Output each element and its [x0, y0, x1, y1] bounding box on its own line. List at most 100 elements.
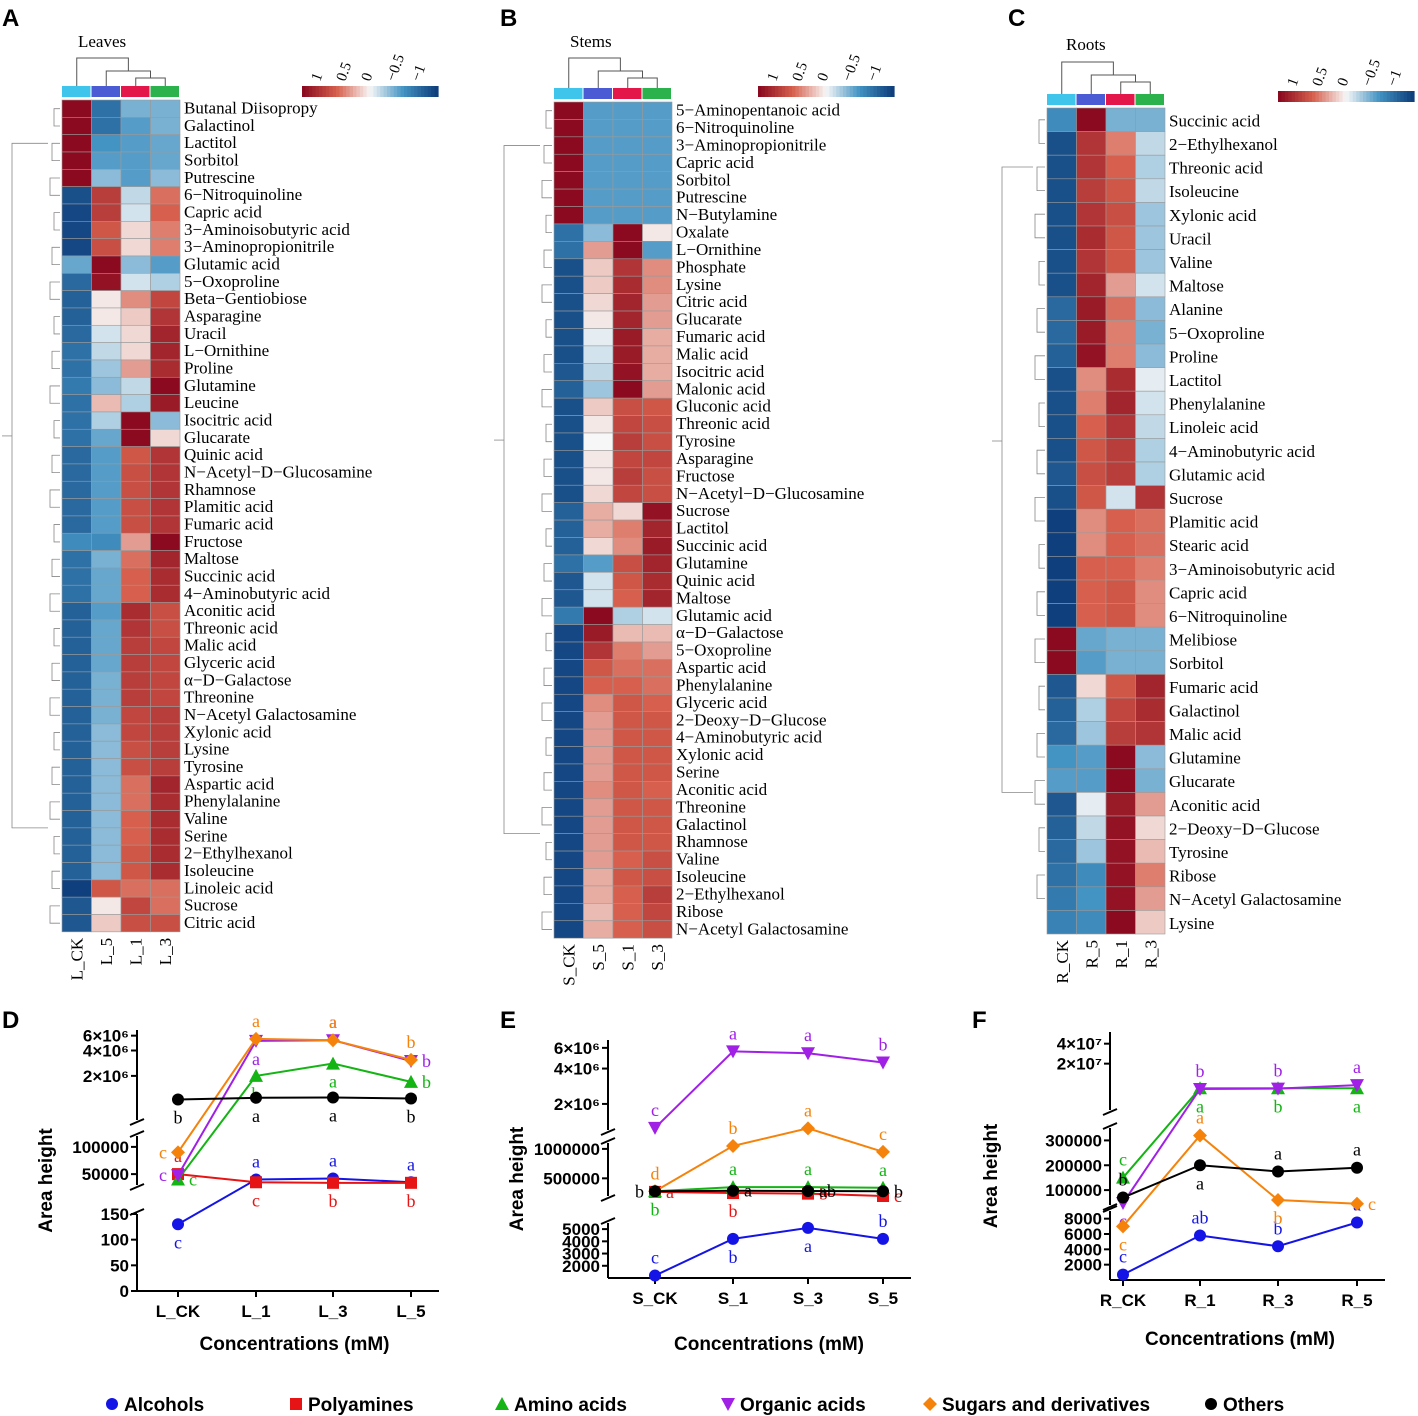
- y-tick-label: 500000: [543, 1169, 600, 1188]
- heatmap-cell: [1135, 272, 1166, 298]
- y-tick-label: 4000: [562, 1232, 600, 1251]
- heatmap-cell: [120, 446, 151, 465]
- significance-letter: c: [651, 1100, 659, 1120]
- heatmap-cell: [553, 763, 584, 782]
- dendrogram-branch: [543, 667, 552, 686]
- axes: [600, 1040, 911, 1284]
- heatmap-cell: [1135, 320, 1166, 345]
- heatmap-cell: [61, 186, 92, 205]
- heatmap-cell: [642, 693, 673, 713]
- heatmap-cell: [583, 519, 614, 538]
- row-label: Plamitic acid: [1169, 513, 1259, 532]
- dendrogram-branch: [49, 177, 60, 196]
- legend-item: Others: [1205, 1395, 1284, 1416]
- significance-letter: b: [635, 1181, 644, 1201]
- color-scale-step: [390, 86, 395, 97]
- heatmap-cell: [1135, 107, 1166, 132]
- heatmap-cell: [120, 567, 151, 586]
- y-axis-title: Area height: [36, 1128, 57, 1233]
- heatmap-cell: [1076, 839, 1107, 864]
- x-tick-label: L_1: [241, 1302, 270, 1321]
- heatmap-cell: [61, 290, 92, 309]
- color-scale-step: [1305, 91, 1310, 102]
- heatmap-cell: [612, 380, 643, 399]
- axis-break: [1102, 1205, 1118, 1213]
- color-scale-step: [308, 86, 313, 97]
- heatmap-cell: [61, 359, 92, 378]
- heatmap-cell: [612, 101, 643, 120]
- x-tick-label: S_1: [718, 1289, 748, 1308]
- heatmap-cell: [61, 446, 92, 465]
- heatmap-cell: [150, 463, 181, 482]
- heatmap-cell: [1135, 532, 1166, 557]
- dendrogram-branch: [541, 702, 552, 721]
- row-label: Aconitic acid: [1169, 796, 1261, 815]
- heatmap-cell: [1046, 461, 1077, 486]
- row-label: Lactitol: [676, 519, 729, 538]
- heatmap-cell: [150, 446, 181, 465]
- heatmap-cell: [1076, 862, 1107, 888]
- y-axis-title: Area height: [981, 1123, 1002, 1228]
- heatmap-cell: [150, 723, 181, 742]
- heatmap-cell: [583, 206, 614, 225]
- heatmap-cell: [1046, 650, 1077, 675]
- heatmap-cell: [1105, 343, 1136, 368]
- significance-letter: c: [1119, 1150, 1127, 1170]
- row-label: Plamitic acid: [184, 497, 274, 516]
- row-label: 5−Oxoproline: [184, 272, 280, 291]
- dendrogram-branch: [1038, 261, 1045, 286]
- data-point: [726, 1045, 740, 1059]
- dendrogram-branch: [545, 632, 552, 652]
- y-tick-label: 150: [101, 1205, 129, 1224]
- heatmap-cell: [1135, 721, 1166, 746]
- color-scale-step: [414, 86, 419, 97]
- row-label: Xylonic acid: [184, 722, 272, 741]
- heatmap-cell: [1105, 579, 1136, 604]
- color-scale-step: [434, 86, 439, 97]
- heatmap-cell: [553, 206, 584, 225]
- color-scale-step: [1329, 91, 1333, 102]
- data-point: [1271, 1193, 1285, 1208]
- heatmap-cell: [553, 293, 584, 312]
- color-scale-step: [775, 86, 779, 97]
- heatmap-cell: [642, 310, 673, 329]
- significance-letter: c: [252, 1190, 260, 1210]
- dendrogram-branch: [1038, 402, 1045, 427]
- heatmap-cell: [61, 342, 92, 361]
- heatmap-cell: [1076, 886, 1107, 911]
- heatmap-cell: [612, 188, 643, 207]
- heatmap-cell: [583, 589, 614, 608]
- color-scale-step: [863, 86, 868, 97]
- dendrogram-branch: [53, 836, 60, 855]
- heatmap-cell: [553, 310, 584, 329]
- row-label: Aspartic acid: [676, 658, 767, 677]
- row-label: Xylonic acid: [676, 745, 764, 764]
- color-scale-step: [1363, 91, 1367, 102]
- heatmap-cell: [612, 554, 643, 573]
- row-label: Threonine: [184, 688, 254, 707]
- data-point: [1193, 1082, 1207, 1096]
- column-group-bar: [91, 86, 120, 97]
- heatmap-cell: [1046, 343, 1077, 368]
- series-others: b a a a: [1117, 1140, 1363, 1204]
- series-amino-acids: c b a b: [171, 1056, 431, 1190]
- x-tick-label: S_3: [793, 1289, 823, 1308]
- heatmap-cell: [1076, 320, 1107, 345]
- series-line: [177, 1173, 411, 1184]
- significance-letter: a: [1353, 1096, 1361, 1116]
- heatmap-cell: [583, 188, 614, 207]
- color-scale-step: [1315, 91, 1320, 102]
- x-tick-label: L_CK: [156, 1302, 201, 1321]
- heatmap-cell: [150, 515, 181, 534]
- axis-break: [129, 1130, 145, 1138]
- heatmap-cell: [1076, 626, 1107, 652]
- dendrogram-branch: [545, 214, 552, 234]
- data-point: [727, 1232, 739, 1245]
- heatmap-cell: [1046, 438, 1077, 463]
- legend-item: Alcohols: [106, 1395, 204, 1416]
- heatmap-cell: [642, 101, 673, 120]
- heatmap-cell: [553, 450, 584, 469]
- heatmap-cell: [583, 241, 614, 260]
- dendrogram-branch: [541, 493, 552, 512]
